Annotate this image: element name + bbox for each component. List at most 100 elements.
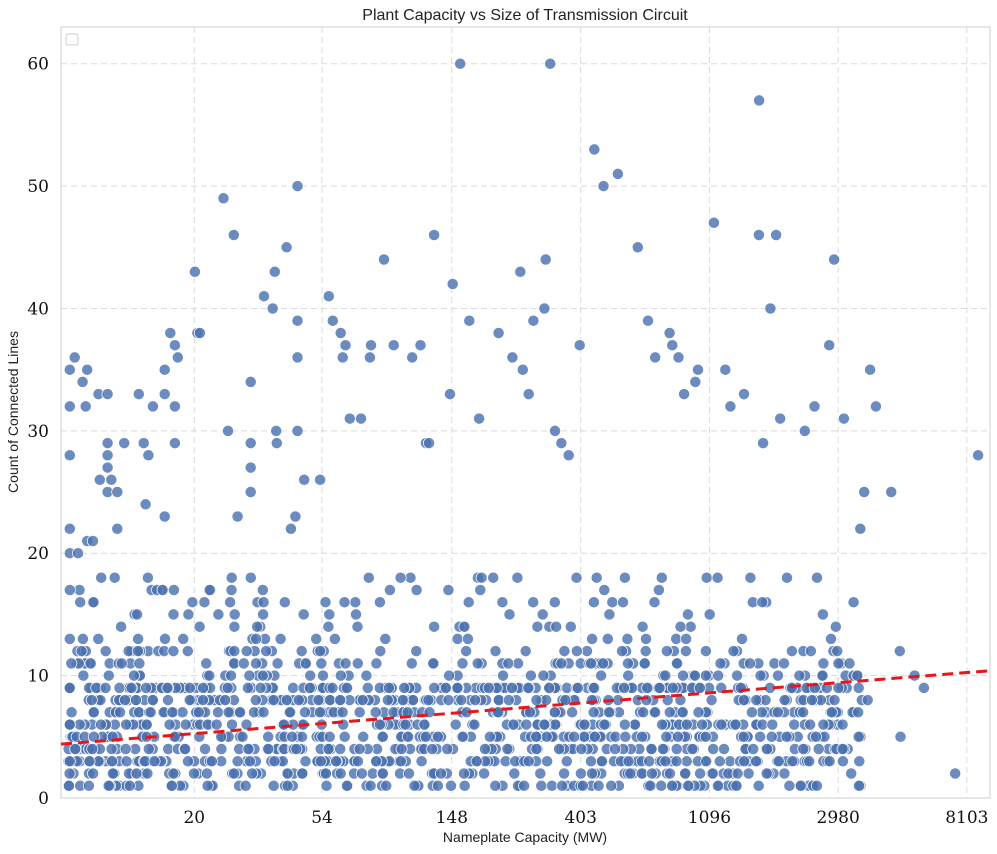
data-point	[737, 694, 750, 707]
data-point	[158, 363, 171, 376]
data-point	[102, 669, 115, 682]
data-point	[808, 400, 821, 413]
data-point	[516, 363, 529, 376]
data-point	[380, 779, 393, 792]
data-point	[639, 645, 652, 658]
data-point	[836, 755, 849, 768]
data-point	[764, 302, 777, 315]
data-point	[443, 669, 456, 682]
data-point	[700, 755, 713, 768]
data-point	[63, 755, 76, 768]
data-point	[231, 755, 244, 768]
data-point	[287, 681, 300, 694]
data-point	[322, 743, 335, 755]
data-point	[373, 596, 386, 609]
data-point	[738, 755, 751, 768]
data-point	[350, 608, 362, 621]
data-point	[168, 437, 181, 450]
data-point	[125, 681, 138, 694]
y-tick-label: 10	[27, 667, 49, 687]
data-point	[703, 608, 716, 621]
data-point	[270, 424, 283, 437]
data-point	[670, 755, 683, 768]
data-point	[408, 779, 421, 792]
data-point	[829, 620, 842, 633]
data-point	[598, 584, 611, 596]
data-point	[571, 681, 584, 694]
data-point	[601, 632, 614, 645]
data-point	[719, 363, 732, 376]
data-point	[72, 547, 84, 560]
data-point	[212, 706, 224, 719]
data-point	[262, 743, 275, 755]
data-point	[95, 718, 107, 731]
data-point	[176, 706, 189, 719]
data-point	[798, 424, 811, 437]
data-point	[68, 351, 81, 364]
data-point	[707, 743, 720, 755]
data-point	[699, 669, 712, 682]
data-point	[82, 779, 95, 792]
data-point	[536, 608, 549, 621]
data-point	[524, 669, 537, 682]
data-point	[166, 706, 179, 719]
data-point	[182, 608, 195, 621]
data-point	[162, 694, 174, 707]
data-point	[475, 571, 488, 584]
data-point	[164, 327, 177, 339]
data-point	[363, 351, 376, 364]
data-point	[77, 669, 90, 682]
data-point	[133, 706, 145, 719]
data-point	[825, 706, 838, 719]
data-point	[278, 596, 291, 609]
data-point	[711, 779, 724, 792]
data-point	[564, 620, 577, 633]
data-point	[519, 645, 532, 658]
data-point	[119, 694, 131, 707]
data-point	[689, 375, 702, 388]
data-point	[660, 730, 673, 743]
data-point	[853, 755, 866, 768]
data-point	[142, 449, 155, 462]
data-point	[738, 388, 750, 401]
data-point	[156, 584, 169, 596]
data-point	[351, 755, 364, 768]
data-point	[268, 265, 281, 278]
data-point	[479, 743, 491, 755]
data-point	[407, 694, 419, 707]
data-point	[193, 620, 206, 633]
data-point	[323, 608, 336, 621]
data-point	[102, 779, 115, 792]
data-point	[540, 730, 553, 743]
data-point	[588, 730, 601, 743]
data-point	[642, 314, 654, 327]
data-point	[210, 718, 223, 731]
data-point	[426, 743, 439, 755]
data-point	[774, 412, 787, 425]
data-point	[670, 632, 683, 645]
data-point	[917, 681, 930, 694]
data-point	[395, 743, 408, 755]
data-point	[699, 645, 712, 658]
data-point	[545, 779, 558, 792]
data-point	[312, 694, 325, 707]
data-point	[648, 596, 661, 609]
data-point	[663, 767, 676, 780]
data-point	[63, 632, 76, 645]
data-point	[334, 327, 347, 339]
data-point	[267, 694, 280, 707]
data-point	[817, 718, 830, 731]
data-point	[489, 645, 502, 658]
data-point	[296, 767, 309, 780]
data-point	[804, 645, 817, 658]
data-point	[299, 657, 312, 670]
data-point	[761, 743, 774, 755]
y-tick-label: 50	[27, 177, 49, 197]
data-point	[524, 706, 536, 719]
data-point	[295, 645, 308, 658]
data-point	[771, 706, 784, 719]
data-point	[460, 645, 473, 658]
data-point	[376, 767, 389, 780]
data-point	[179, 743, 192, 755]
data-point	[141, 571, 154, 584]
